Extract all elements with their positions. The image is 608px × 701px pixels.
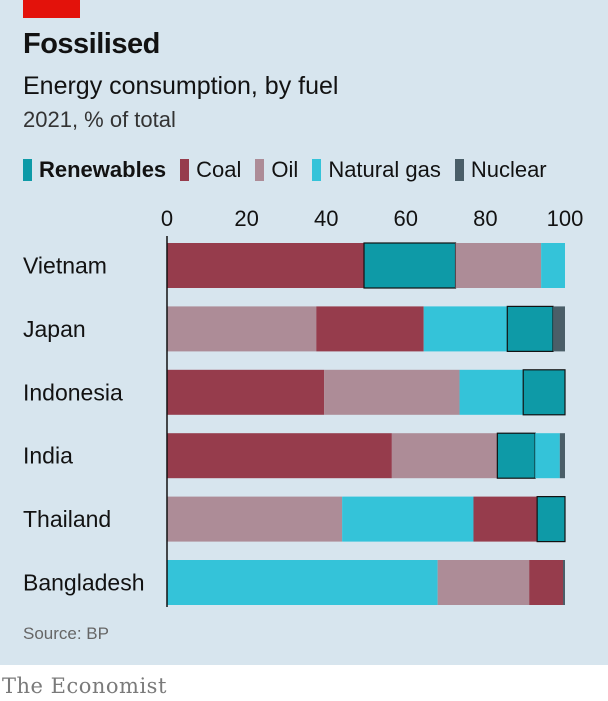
- bar-segment-oil: [324, 369, 460, 415]
- legend-item-nuclear: Nuclear: [454, 157, 547, 183]
- chart-subtitle: Energy consumption, by fuel: [23, 72, 339, 100]
- bar-segment-nuclear: [553, 306, 565, 352]
- bar-segment-oil: [455, 243, 542, 288]
- bar-segment-natural-gas: [541, 243, 565, 288]
- bar-segment-natural-gas: [167, 560, 438, 605]
- category-label: Vietnam: [23, 253, 107, 279]
- category-label: Japan: [23, 316, 86, 342]
- bar-segment-renewables: [522, 369, 566, 416]
- bar-segment-oil: [437, 560, 530, 605]
- legend: Renewables Coal Oil Natural gas Nuclear: [23, 156, 561, 184]
- bar-segment-coal: [473, 496, 538, 542]
- legend-label: Nuclear: [470, 157, 547, 182]
- x-tick-label: 20: [234, 206, 258, 231]
- legend-swatch: [454, 159, 464, 181]
- legend-swatch: [312, 159, 322, 181]
- bar-segment-natural-gas: [423, 306, 508, 352]
- bar-segment-natural-gas: [342, 496, 474, 542]
- x-tick-label: 40: [314, 206, 338, 231]
- legend-item-coal: Coal: [180, 157, 241, 183]
- chart-title: Fossilised: [23, 28, 160, 60]
- bar-segment-coal: [529, 560, 564, 605]
- source-note: Source: BP: [23, 624, 109, 643]
- bar-segment-renewables: [536, 496, 566, 543]
- bar-segment-coal: [316, 306, 424, 352]
- legend-item-oil: Oil: [255, 157, 298, 183]
- bar-segment-natural-gas: [535, 433, 560, 479]
- legend-swatch: [180, 159, 190, 181]
- bar-segment-coal: [167, 243, 365, 288]
- legend-item-natural-gas: Natural gas: [312, 157, 441, 183]
- x-tick-label: 60: [394, 206, 418, 231]
- category-label: Indonesia: [23, 379, 123, 405]
- bar-segment-nuclear: [563, 560, 565, 605]
- category-label: Bangladesh: [23, 570, 145, 596]
- legend-swatch: [23, 159, 32, 181]
- bar-segment-oil: [167, 306, 317, 352]
- legend-label: Natural gas: [328, 157, 441, 182]
- bar-segment-renewables: [496, 432, 536, 479]
- bar-segment-renewables: [363, 242, 457, 289]
- stacked-bar-chart: 0 20 40 60 80 100 Vietnam Japan Indonesia India Th…: [23, 206, 584, 607]
- legend-label: Renewables: [39, 157, 167, 182]
- legend-label: Coal: [196, 157, 242, 182]
- x-tick-label: 80: [473, 206, 497, 231]
- brand-red-bar: [23, 0, 80, 18]
- bar-segment-oil: [167, 496, 343, 542]
- bar-segment-oil: [391, 433, 498, 479]
- bar-segment-coal: [167, 369, 325, 415]
- legend-item-renewables: Renewables: [23, 157, 166, 183]
- legend-label: Oil: [271, 157, 299, 182]
- legend-swatch: [255, 159, 265, 181]
- bar-segment-natural-gas: [459, 369, 524, 415]
- bar-segment-coal: [167, 433, 392, 479]
- chart-units: 2021, % of total: [23, 107, 176, 132]
- x-tick-label: 0: [161, 206, 173, 231]
- x-tick-label: 100: [547, 206, 584, 231]
- bar-segment-renewables: [506, 305, 554, 352]
- category-label: India: [23, 443, 73, 469]
- bar-segment-nuclear: [559, 433, 565, 479]
- category-label: Thailand: [23, 506, 111, 532]
- brand-wordmark: The Economist: [2, 674, 167, 698]
